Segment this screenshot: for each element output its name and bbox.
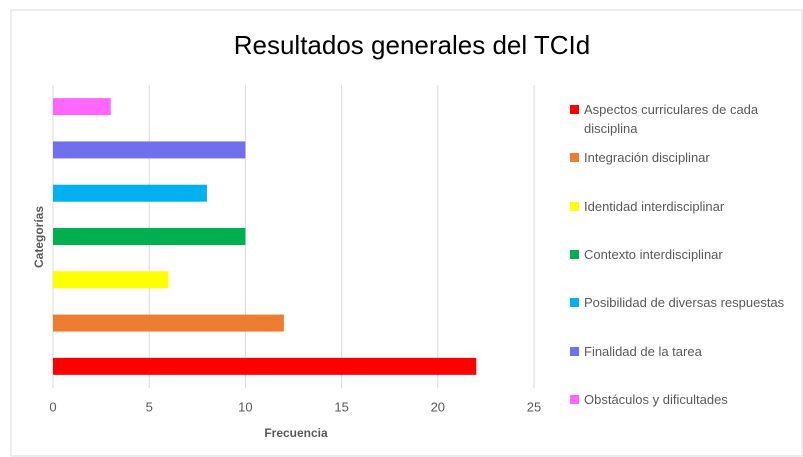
bar [53, 228, 246, 245]
legend-label: Identidad interdisciplinar [584, 199, 725, 214]
legend-item: Integración disciplinar [570, 148, 800, 167]
legend-label: Contexto interdisciplinar [584, 247, 723, 262]
legend-item: Posibilidad de diversas respuestas [570, 293, 800, 312]
bar [53, 141, 246, 159]
legend-swatch [570, 250, 579, 259]
legend-swatch [570, 298, 579, 307]
legend-label: Finalidad de la tarea [584, 344, 702, 359]
x-tick-label: 5 [146, 399, 153, 414]
legend-label: Integración disciplinar [584, 150, 710, 165]
bar [53, 271, 169, 289]
legend-item: Finalidad de la tarea [570, 342, 800, 361]
legend-swatch [570, 202, 579, 211]
legend-label: Obstáculos y dificultades [584, 392, 728, 407]
bar [53, 357, 477, 375]
bar [53, 314, 284, 332]
legend-swatch [570, 395, 579, 404]
x-tick-label: 25 [527, 399, 541, 414]
chart-title: Resultados generales del TCId [234, 30, 591, 60]
x-tick-label: 15 [334, 399, 348, 414]
bar [53, 98, 111, 116]
legend-swatch [570, 347, 579, 356]
legend-swatch [570, 153, 579, 162]
legend-item: Identidad interdisciplinar [570, 197, 800, 216]
x-tick-label: 10 [238, 399, 252, 414]
y-axis-title: Categorías [32, 206, 46, 268]
bar [53, 184, 207, 202]
legend-swatch [570, 105, 579, 114]
x-tick-label: 20 [431, 399, 445, 414]
legend-item: Contexto interdisciplinar [570, 245, 800, 264]
x-tick-label: 0 [49, 399, 56, 414]
x-axis-title: Frecuencia [264, 426, 328, 440]
legend-item: Obstáculos y dificultades [570, 390, 800, 409]
legend-label: Aspectos curriculares de cada disciplina [584, 102, 759, 136]
legend-label: Posibilidad de diversas respuestas [584, 295, 785, 310]
legend-item: Aspectos curriculares de cada disciplina [570, 100, 800, 138]
